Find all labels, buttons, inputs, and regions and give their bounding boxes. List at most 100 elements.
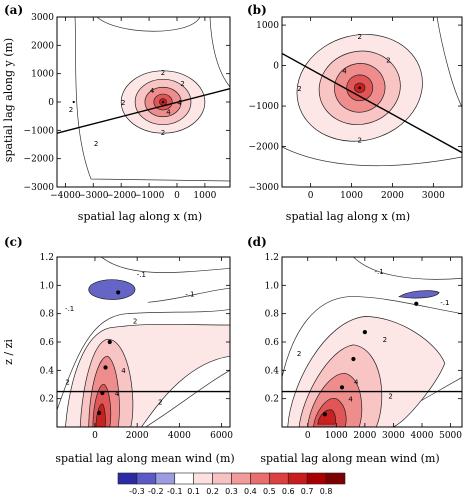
xtick-label-a: −3000 <box>78 191 109 201</box>
contour-label-b: 2 <box>386 56 390 64</box>
plot-area-d: 2 2 2 4 4 -.1 -.1 <box>282 257 462 427</box>
contour-label-a: 4 <box>150 87 155 95</box>
contour-line-01 <box>209 17 230 88</box>
contour-label-a: 2 <box>161 129 165 137</box>
contour-line-neg <box>101 257 230 273</box>
colorbar-swatch <box>212 472 232 485</box>
ytick-label-d: 1.2 <box>265 253 279 263</box>
contour-negative <box>88 279 136 300</box>
data-point-a <box>72 100 75 104</box>
ytick-label-d: 0.4 <box>265 366 280 376</box>
xtick-label-d: 3000 <box>382 431 405 441</box>
contour-label-d: -.1 <box>440 299 449 307</box>
ylabel-c: z / zi <box>2 339 15 365</box>
contour-label-c: -.1 <box>185 291 194 299</box>
panel-label-a: (a) <box>4 3 23 17</box>
colorbar-swatch <box>155 472 176 485</box>
xtick-label-b: 1000 <box>340 191 363 201</box>
contour-label-d: -.1 <box>375 268 384 276</box>
ytick-label-c: 0.2 <box>40 395 54 405</box>
ytick-label-c: 1.0 <box>40 281 55 291</box>
colorbar-tick-label: 0.8 <box>320 487 333 496</box>
contour-label-a: 2 <box>69 106 73 114</box>
contour-line-neg <box>147 287 230 303</box>
contour-label-d: 4 <box>354 379 359 387</box>
contour-label-a: 2 <box>180 80 184 88</box>
wind-direction-line-a <box>57 88 230 134</box>
contour-level-0.6 <box>95 403 106 427</box>
contour-label-c: 2 <box>133 318 137 326</box>
contour-label-c: 4 <box>115 390 120 398</box>
colorbar-swatch <box>136 472 157 485</box>
ytick-label-b: 1000 <box>256 21 279 31</box>
ytick-label-a: 1000 <box>31 70 54 80</box>
peak-point-d <box>351 356 356 362</box>
xtick-label-b: 2000 <box>381 191 404 201</box>
contour-label-b: 2 <box>357 33 361 41</box>
plot-area-b: 2 2 2 2 4 <box>282 17 462 167</box>
xtick-label-a: 0 <box>174 191 180 201</box>
colorbar-swatch <box>231 472 251 485</box>
contour-label-a: 4 <box>166 109 171 117</box>
xtick-label-c: 4000 <box>168 431 191 441</box>
contour-line-neg <box>353 257 462 280</box>
colorbar-swatch <box>269 472 289 485</box>
contour-line-01 <box>436 17 462 108</box>
contour-line-01 <box>282 296 462 378</box>
plot-area-c: 2 2 2 4 4 -.1 -.1 -.1 <box>57 257 230 427</box>
xtick-label-b: 3000 <box>422 191 445 201</box>
colorbar-tick-label: 0.5 <box>263 487 276 496</box>
colorbar-tick-label: -0.3 <box>129 487 145 496</box>
colorbar-swatch <box>306 472 327 485</box>
colorbar-tick-label: -0.1 <box>167 487 183 496</box>
xtick-label-a: −4000 <box>50 191 81 201</box>
plot-frame-a <box>56 16 231 188</box>
xlabel-b: spatial lag along x (m) <box>286 210 410 223</box>
colorbar-tick-label: 0.6 <box>282 487 295 496</box>
peak-point-c <box>103 365 108 370</box>
xtick-label-c: 2000 <box>126 431 149 441</box>
contour-line-01 <box>145 370 230 427</box>
ytick-label-a: 2000 <box>31 41 54 51</box>
plot-frame-c <box>56 256 231 428</box>
contour-label-d: 2 <box>388 393 392 401</box>
panel-label-d: (d) <box>247 235 267 249</box>
contour-label-c: -.1 <box>137 271 146 279</box>
colorbar-swatch <box>193 472 213 485</box>
contour-label-a: 2 <box>121 99 125 107</box>
contour-line-01 <box>282 146 462 167</box>
peak-point-c <box>97 410 102 415</box>
ytick-label-d: 0.2 <box>265 395 279 405</box>
contour-negative <box>398 290 440 299</box>
colorbar-tick-label: 0.1 <box>187 487 200 496</box>
xlabel-c: spatial lag along mean wind (m) <box>55 452 234 465</box>
colorbar-swatch <box>174 472 194 485</box>
peak-point-d <box>339 385 345 390</box>
ytick-label-c: 0.8 <box>40 310 55 320</box>
colorbar-swatch <box>325 472 346 485</box>
xtick-label-d: 4000 <box>411 431 434 441</box>
panel-d: 2 2 2 4 4 -.1 -.1 0 1000 2000 3000 4000 5000 0.2 0.4 0.… <box>265 253 463 441</box>
xtick-label-d: 0 <box>305 431 311 441</box>
contour-label-a: 2 <box>161 69 165 77</box>
peak-point-d <box>322 412 327 417</box>
wind-direction-line-b <box>282 52 462 154</box>
xtick-label-a: 1000 <box>193 191 216 201</box>
contour-label-d: 4 <box>348 396 353 404</box>
colorbar-tick-label: 0.3 <box>225 487 238 496</box>
colorbar-tick-label: 0.7 <box>301 487 314 496</box>
panel-b: 2 2 2 2 4 0 1000 2000 3000 −3000 −2000 −1000 0 1000 <box>249 16 463 201</box>
ytick-label-b: 0 <box>273 62 279 72</box>
xlabel-d: spatial lag along mean wind (m) <box>260 452 439 465</box>
contour-label-c: 2 <box>65 379 69 387</box>
xtick-label-a: −1000 <box>134 191 165 201</box>
contour-line-01 <box>96 17 201 32</box>
center-point-b <box>358 86 362 90</box>
colorbar-swatch <box>117 472 138 485</box>
ytick-label-a: −2000 <box>24 155 55 165</box>
ytick-label-c: 0.6 <box>40 338 55 348</box>
xtick-label-d: 1000 <box>325 431 348 441</box>
ytick-label-c: 0.4 <box>40 366 55 376</box>
contour-label-a: 2 <box>94 140 98 148</box>
